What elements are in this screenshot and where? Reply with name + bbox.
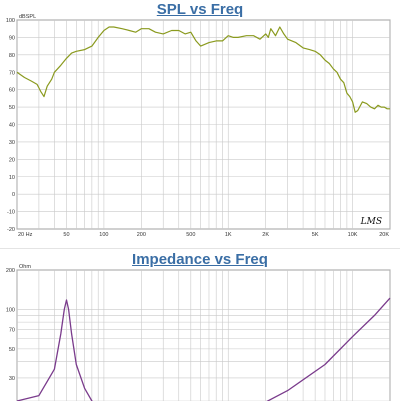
spl-y-tick-label: 50 (9, 105, 15, 111)
impedance-y-tick-label: 100 (6, 307, 15, 313)
impedance-chart-panel: Impedance vs Freq 200 100 70 50 30 Ohm (0, 248, 400, 401)
spl-chart-panel: SPL vs Freq 100 90 80 70 60 50 40 30 20 10 0 -10 -20… (5, 1, 391, 238)
impedance-series-line (266, 297, 391, 401)
spl-y-axis-unit-label: dBSPL (19, 14, 36, 20)
spl-y-tick-label: -10 (7, 210, 15, 216)
spl-chart-title: SPL vs Freq (156, 1, 244, 18)
spl-y-tick-label: 20 (9, 157, 15, 163)
spl-y-tick-label: 90 (9, 35, 15, 41)
impedance-chart-title: Impedance vs Freq (132, 251, 268, 268)
spl-x-tick-label: 50 (63, 232, 69, 238)
spl-y-tick-label: 40 (9, 123, 15, 129)
spl-x-tick-label: 100 (99, 232, 108, 238)
spl-y-tick-label: 0 (12, 192, 15, 198)
impedance-y-tick-label: 30 (9, 376, 15, 382)
impedance-y-tick-label: 200 (6, 268, 15, 274)
spl-x-tick-label: 5K (312, 232, 319, 238)
spl-x-tick-label: 2K (262, 232, 269, 238)
spl-x-tick-label: 500 (186, 232, 195, 238)
lms-watermark: LMS (360, 217, 382, 227)
impedance-y-tick-label: 50 (9, 347, 15, 353)
impedance-series-line (16, 299, 93, 401)
spl-y-tick-label: 80 (9, 53, 15, 59)
spl-y-tick-label: 60 (9, 88, 15, 94)
impedance-chart-svg: 200 100 70 50 30 Ohm (6, 264, 391, 401)
spl-y-tick-label: 100 (6, 18, 15, 24)
spl-x-tick-label: 10K (348, 232, 358, 238)
impedance-y-tick-label: 70 (9, 328, 15, 334)
spl-x-tick-label: 20 Hz (18, 232, 33, 238)
impedance-y-axis-unit-label: Ohm (19, 264, 31, 270)
spl-x-tick-label: 20K (379, 232, 389, 238)
spl-y-tick-label: 70 (9, 70, 15, 76)
spl-y-tick-label: 30 (9, 140, 15, 146)
spl-series-line (16, 26, 390, 113)
spl-y-tick-label: -20 (7, 227, 15, 233)
impedance-plot-area (16, 269, 391, 401)
spl-y-tick-label: 10 (9, 175, 15, 181)
spl-x-tick-label: 200 (137, 232, 146, 238)
spl-x-tick-label: 1K (225, 232, 232, 238)
